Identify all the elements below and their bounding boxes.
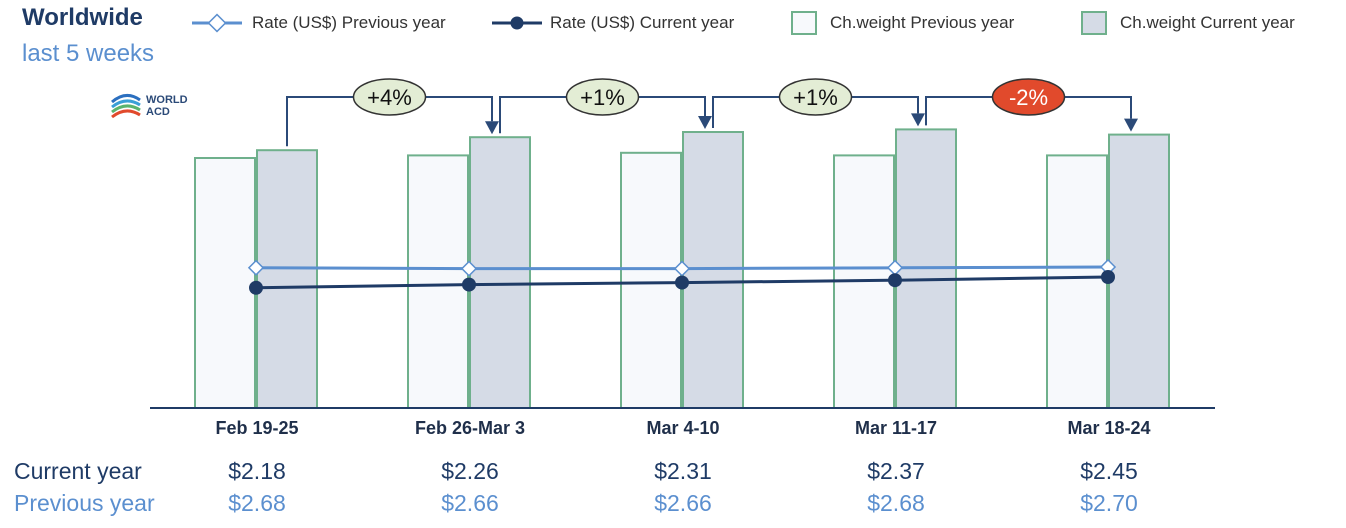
bar-chweight-previous	[407, 154, 469, 409]
x-tick-label: Feb 26-Mar 3	[414, 418, 526, 438]
x-tick-label: Mar 11-17	[854, 418, 938, 438]
point-rate-current	[888, 273, 902, 288]
bar-chweight-previous	[1046, 154, 1108, 409]
point-rate-current	[675, 275, 689, 290]
change-arrowhead	[911, 113, 925, 127]
legend-label: Ch.weight Previous year	[830, 13, 1015, 32]
point-rate-current	[462, 277, 476, 292]
previous-year-value: $2.66	[654, 490, 712, 516]
x-tick-label: Mar 18-24	[1067, 418, 1151, 438]
filled-dot-line-icon	[492, 16, 542, 30]
bar-chweight-current	[1108, 133, 1170, 409]
logo-text: WORLD ACD	[146, 94, 188, 118]
point-rate-previous	[886, 259, 904, 276]
previous-year-value: $2.66	[441, 490, 499, 516]
current-year-label: Current year	[14, 458, 142, 484]
point-rate-previous	[1099, 258, 1117, 276]
change-bubble	[778, 78, 853, 116]
bar-chweight-current	[256, 149, 318, 409]
legend-item-rate-prev: Rate (US$) Previous year	[190, 10, 446, 36]
bar-chweight-previous	[194, 157, 256, 409]
change-bubble	[352, 78, 427, 116]
previous-year-value: $2.68	[867, 490, 925, 516]
open-diamond-line-icon	[192, 13, 242, 33]
change-label: -2%	[1009, 85, 1048, 110]
current-year-value: $2.45	[1080, 458, 1138, 484]
point-rate-current	[1101, 270, 1115, 284]
point-rate-previous	[460, 260, 478, 277]
legend-item-weight-prev: Ch.weight Previous year	[790, 10, 1014, 36]
change-arrowhead	[698, 116, 712, 129]
change-arrowhead	[485, 121, 499, 135]
legend-label: Rate (US$) Current year	[550, 13, 735, 32]
change-label: +4%	[367, 85, 412, 110]
current-year-value: $2.37	[867, 458, 925, 484]
current-year-value: $2.18	[228, 458, 286, 484]
filled-box-icon	[1081, 11, 1107, 35]
current-year-value: $2.31	[654, 458, 712, 484]
x-tick-label: Mar 4-10	[646, 418, 720, 438]
chart-title: Worldwide	[22, 4, 143, 31]
legend-item-weight-cur: Ch.weight Current year	[1080, 10, 1295, 36]
legend-item-rate-cur: Rate (US$) Current year	[490, 10, 734, 36]
legend-label: Ch.weight Current year	[1120, 13, 1295, 32]
legend-label: Rate (US$) Previous year	[252, 13, 446, 32]
open-box-icon	[791, 11, 817, 35]
logo-line1: WORLD	[146, 94, 188, 106]
point-rate-current	[249, 280, 263, 295]
current-year-value: $2.26	[441, 458, 499, 484]
point-rate-previous	[673, 260, 691, 277]
logo-line2: ACD	[146, 106, 170, 118]
x-tick-label: Feb 19-25	[215, 418, 299, 438]
change-bubble	[565, 78, 640, 116]
change-bubble	[991, 78, 1066, 116]
previous-year-label: Previous year	[14, 490, 155, 516]
bar-chweight-previous	[620, 151, 682, 409]
previous-year-value: $2.68	[228, 490, 286, 516]
change-label: +1%	[793, 85, 838, 110]
change-arrowhead	[1124, 118, 1138, 132]
bar-chweight-current	[469, 136, 531, 409]
world-acd-logo: WORLD ACD	[108, 88, 208, 124]
previous-year-value: $2.70	[1080, 490, 1138, 516]
chart-subtitle: last 5 weeks	[22, 40, 155, 67]
point-rate-previous	[247, 259, 265, 276]
globe-icon	[111, 94, 141, 119]
change-label: +1%	[580, 85, 625, 110]
